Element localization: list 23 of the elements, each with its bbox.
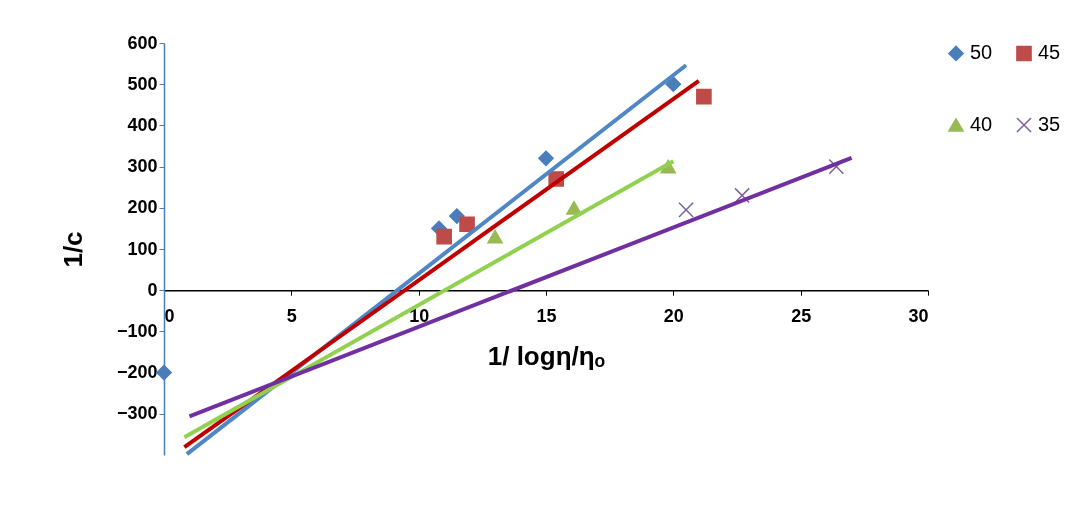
y-tick-label: 0 <box>147 279 158 300</box>
y-tick-label: 100 <box>127 238 158 259</box>
y-tick-label: 500 <box>127 73 158 94</box>
x-tick-label: 5 <box>286 305 297 326</box>
y-tick-label: 200 <box>127 197 158 218</box>
y-tick-label: 600 <box>127 32 158 53</box>
y-tick-label: 300 <box>127 156 158 177</box>
legend-label: 35 <box>1038 113 1061 135</box>
legend-label: 40 <box>970 113 993 135</box>
x-tick-label: 30 <box>908 305 929 326</box>
y-tick-label: −300 <box>116 403 158 424</box>
x-tick-label: 15 <box>536 305 557 326</box>
x-tick-label: 20 <box>663 305 684 326</box>
x-axis-title: 1/ logη/ηₒ <box>487 340 606 371</box>
y-tick-label: 400 <box>127 114 158 135</box>
y-axis-title: 1/c <box>57 231 88 268</box>
y-tick-label: −200 <box>116 362 158 383</box>
x-tick-label: 25 <box>791 305 812 326</box>
legend-label: 50 <box>970 41 993 64</box>
y-tick-label: −100 <box>116 320 158 341</box>
x-tick-label: 0 <box>164 305 175 326</box>
legend-label: 45 <box>1038 41 1061 64</box>
x-tick-label: 10 <box>409 305 430 326</box>
